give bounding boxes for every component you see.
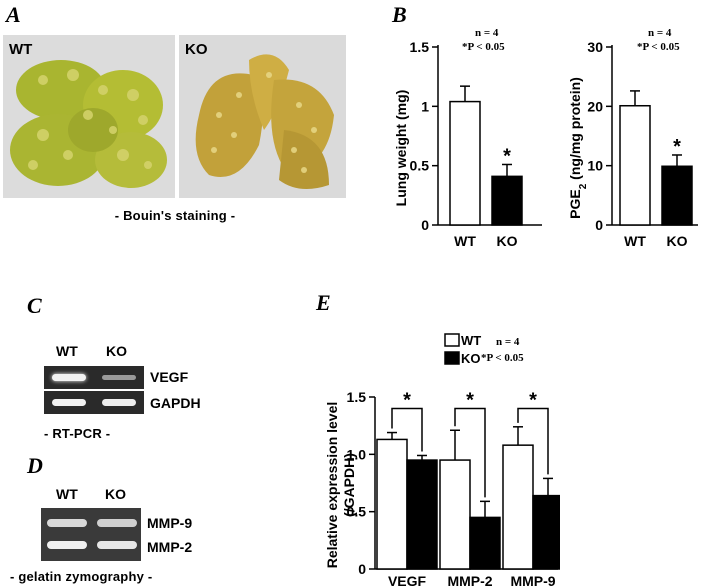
b1-y-axis-label: Lung weight (mg) [393,90,409,207]
y-tick-label: 10 [587,158,603,174]
bar-wt-mmp-9 [502,444,534,570]
gapdh-band-ko [102,399,136,406]
c-lane-wt: WT [56,343,78,359]
legend-ko-label: KO [461,351,481,366]
mmp2-band-ko [97,541,137,549]
lung-weight-chart: n = 4 *P < 0.05 Lung weight (mg) 0 0.5 1 1.… [393,27,542,249]
y-tick-label: 1.5 [410,39,430,55]
significance-star: * [466,389,474,411]
x-tick-label: MMP-9 [510,573,555,587]
e-p-annotation: *P < 0.05 [481,352,524,364]
legend-wt-swatch [444,333,460,347]
vegf-gel-band [44,366,144,389]
gapdh-band-wt [52,399,86,406]
panel-letter-a: A [6,2,21,27]
wt-photo-label: WT [9,41,33,58]
wt-lung-illustration [3,35,175,198]
legend-ko-swatch [444,351,460,365]
bar-ko-mmp-2 [469,516,501,570]
b1-n-annotation: n = 4 [475,27,499,39]
significance-star: * [403,389,411,411]
x-tick-label: KO [497,233,518,249]
wt-lung-photo: WT [3,35,175,198]
bouin-staining-caption: - Bouin's staining - [114,208,236,223]
x-tick-label: KO [667,233,688,249]
x-tick-label: MMP-2 [447,573,492,587]
vegf-band-wt [52,374,86,381]
c-lane-ko: KO [106,343,127,359]
x-tick-label: WT [454,233,476,249]
y-tick-label: 20 [587,98,603,114]
gapdh-gel-band [44,391,144,414]
bar-wt [619,104,651,226]
significance-star: * [503,145,511,167]
b2-n-annotation: n = 4 [648,27,672,39]
y-tick-label: 1 [421,98,429,114]
x-tick-label: WT [624,233,646,249]
mmp9-label: MMP-9 [147,515,193,531]
zymography-gel [41,508,141,561]
y-tick-label: 0.5 [410,158,430,174]
panel-letter-e: E [316,290,331,315]
bar-ko [491,175,523,226]
mmp2-label: MMP-2 [147,539,193,555]
b1-p-annotation: *P < 0.05 [462,41,505,53]
e-y-axis-label-2: (/GAPDH) [341,453,357,517]
mmp9-band-ko [97,519,137,527]
ko-lung-photo: KO [179,35,346,198]
significance-bracket [517,407,549,475]
bar-wt [449,100,481,226]
significance-star: * [673,136,681,158]
b2-y-axis-label: PGE2 (ng/mg protein) [567,77,589,219]
mmp9-band-wt [47,519,87,527]
bar-wt-vegf [376,438,408,570]
vegf-label: VEGF [150,369,189,385]
panel-letter-c: C [27,293,42,318]
y-tick-label: 0 [421,217,429,233]
significance-star: * [529,389,537,411]
y-tick-label: 0 [358,561,366,577]
e-n-annotation: n = 4 [496,336,520,348]
y-tick-label: 0 [595,217,603,233]
gapdh-label: GAPDH [150,395,201,411]
pge2-chart: n = 4 *P < 0.05 PGE2 (ng/mg protein) 0 10… [567,27,698,249]
x-tick-label: VEGF [388,573,427,587]
y-tick-label: 1.5 [347,389,367,405]
vegf-band-ko [102,375,136,380]
e-y-axis-label-1: Relative expression level [324,402,340,569]
legend-wt-label: WT [461,333,481,348]
ko-photo-label: KO [185,41,208,58]
bar-ko [661,165,693,226]
d-lane-ko: KO [105,486,126,502]
y-tick-label: 0.5 [347,504,367,520]
significance-bracket [454,407,486,498]
panel-letter-b: B [392,2,407,27]
zymography-caption: - gelatin zymography - [10,569,153,584]
panel-b-charts: n = 4 *P < 0.05 Lung weight (mg) 0 0.5 1 1.… [393,27,698,249]
bar-ko-mmp-9 [532,494,560,570]
y-tick-label: 30 [587,39,603,55]
bar-ko-vegf [406,459,438,570]
ko-lung-illustration [179,35,346,198]
d-lane-wt: WT [56,486,78,502]
significance-bracket [391,407,423,452]
rt-pcr-caption: - RT-PCR - [44,426,111,441]
y-tick-label: 1.0 [347,446,367,462]
b2-p-annotation: *P < 0.05 [637,41,680,53]
panel-letter-d: D [27,453,43,478]
bar-wt-mmp-2 [439,459,471,570]
panel-e-chart: WT KO n = 4 *P < 0.05 Relative expressio… [324,333,560,587]
mmp2-band-wt [47,541,87,549]
